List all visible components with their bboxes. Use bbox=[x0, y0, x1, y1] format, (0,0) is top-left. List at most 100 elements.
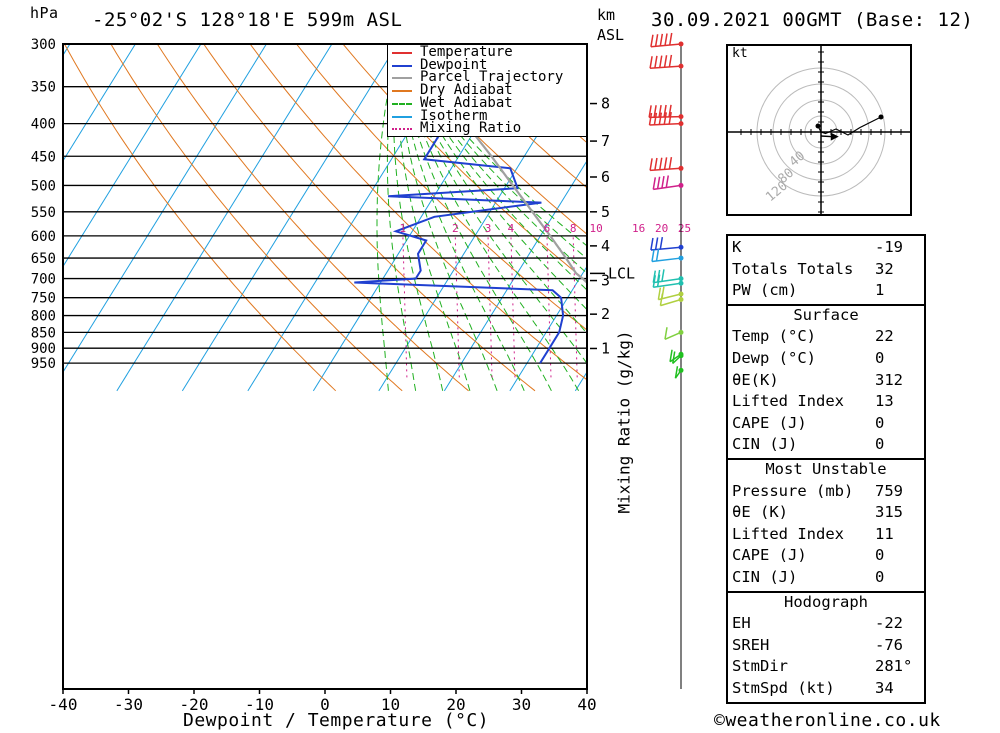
index-label: CAPE (J) bbox=[732, 413, 807, 432]
x-tick-label: -40 bbox=[49, 695, 78, 714]
wind-barb bbox=[652, 175, 684, 191]
index-value: 315 bbox=[875, 503, 903, 522]
mixing-ratio-line bbox=[402, 235, 408, 378]
pressure-tick-label: 900 bbox=[31, 341, 56, 357]
legend-swatch bbox=[392, 90, 412, 93]
index-value: 34 bbox=[875, 679, 894, 697]
wind-barb bbox=[659, 293, 684, 307]
km-label: km bbox=[597, 6, 616, 24]
legend-item: Isotherm bbox=[392, 107, 582, 124]
wind-barb-shaft bbox=[664, 331, 682, 340]
hodograph-unit-label: kt bbox=[732, 46, 748, 61]
copyright-symbol: © bbox=[714, 710, 726, 731]
most-unstable-section-title: Most Unstable bbox=[765, 460, 887, 478]
index-label: StmSpd (kt) bbox=[732, 679, 835, 697]
hodograph-panel: 40 80 120 kt bbox=[726, 44, 912, 216]
dry-adiabat-line bbox=[156, 44, 469, 392]
isotherm-line bbox=[63, 44, 267, 374]
wind-barb-feather bbox=[653, 112, 658, 125]
wind-barb-feather bbox=[648, 112, 653, 126]
index-value: -22 bbox=[875, 614, 903, 633]
index-label: CAPE (J) bbox=[732, 546, 807, 565]
legend-swatch bbox=[392, 102, 412, 105]
index-row: CAPE (J) 0 bbox=[732, 414, 920, 435]
wind-barb-feather bbox=[653, 105, 657, 118]
legend-label: Dry Adiabat bbox=[420, 82, 513, 99]
wind-barb-feather bbox=[658, 104, 662, 118]
wind-barb-feather bbox=[652, 177, 657, 190]
index-value: 13 bbox=[875, 392, 894, 411]
wet-adiabat-line bbox=[386, 44, 417, 391]
index-value: -76 bbox=[875, 635, 903, 654]
index-row: θE(K) 312 bbox=[732, 371, 920, 392]
wind-barb-feather bbox=[663, 112, 667, 125]
dry-adiabat-line bbox=[295, 44, 587, 331]
legend-item: Parcel Trajectory bbox=[392, 69, 582, 86]
x-tick-label: -10 bbox=[245, 695, 274, 714]
chart-legend: Temperature Dewpoint Parcel Trajectory Dry … bbox=[387, 44, 587, 137]
index-row: CAPE (J) 0 bbox=[732, 546, 920, 567]
wind-barb-feather bbox=[654, 157, 658, 171]
wind-barb-feather bbox=[654, 237, 659, 250]
wind-barb bbox=[651, 248, 684, 263]
legend-item: Temperature bbox=[392, 44, 582, 60]
wind-barb bbox=[649, 156, 684, 172]
index-row: Pressure (mb) 759 bbox=[732, 482, 920, 503]
index-row: SREH -76 bbox=[732, 636, 920, 657]
index-value: -19 bbox=[875, 238, 903, 256]
wind-barb-feather bbox=[665, 175, 670, 188]
mixing-ratio-line bbox=[572, 235, 578, 378]
index-label: CIN (J) bbox=[732, 435, 798, 454]
legend-swatch bbox=[392, 52, 412, 54]
mixing-ratio-label: 3 bbox=[485, 222, 492, 235]
mixing-ratio-label: 20 bbox=[655, 222, 668, 235]
footer-credit: ©weatheronline.co.uk bbox=[714, 710, 941, 731]
dry-adiabat-line bbox=[110, 44, 403, 392]
wind-barb bbox=[664, 327, 684, 340]
mixing-ratio-label: 4 bbox=[508, 222, 515, 235]
index-row: Lifted Index 13 bbox=[732, 392, 920, 413]
index-row: EH -22 bbox=[732, 614, 920, 635]
wind-barb bbox=[648, 104, 684, 120]
legend-label: Parcel Trajectory bbox=[420, 69, 564, 86]
wind-barb-shaft bbox=[672, 355, 682, 365]
km-tick-label: 6 bbox=[601, 168, 610, 186]
mixing-ratio-line bbox=[662, 236, 666, 377]
legend-item: Dry Adiabat bbox=[392, 82, 582, 99]
x-tick-label: -30 bbox=[114, 695, 143, 714]
wind-barb-feather bbox=[656, 269, 661, 283]
isotherm-line bbox=[0, 25, 16, 391]
legend-label: Temperature bbox=[420, 44, 513, 60]
legend-label: Isotherm bbox=[420, 107, 488, 124]
wind-barb-feather bbox=[668, 54, 673, 68]
panel-separator bbox=[728, 303, 924, 306]
wind-barb-feather bbox=[658, 112, 663, 125]
wind-barb-feather bbox=[663, 157, 668, 170]
legend-label: Mixing Ratio bbox=[420, 120, 522, 137]
indices-panel: K -19 Totals Totals 32 PW (cm) 1 Surface Temp (… bbox=[726, 234, 926, 704]
wind-barb-feather bbox=[669, 349, 673, 362]
wind-barb-feather bbox=[649, 158, 653, 171]
hodograph-trace bbox=[817, 116, 882, 136]
wind-barb-feather bbox=[648, 105, 652, 118]
index-label: StmDir bbox=[732, 657, 788, 676]
mixing-ratio-line bbox=[487, 235, 493, 378]
wind-barb-feather bbox=[659, 55, 663, 68]
km-tick-label: 4 bbox=[601, 237, 610, 255]
wet-adiabat-line bbox=[396, 44, 587, 365]
index-value: 312 bbox=[875, 370, 903, 389]
panel-separator bbox=[728, 590, 924, 593]
parcel-trajectory-line bbox=[396, 44, 587, 285]
wind-barb bbox=[652, 274, 684, 289]
wind-barb-feather bbox=[649, 56, 653, 69]
mixing-ratio-label: 6 bbox=[544, 222, 551, 235]
wind-barb-feather bbox=[661, 176, 665, 189]
location-title: -25°02'S 128°18'E 599m ASL bbox=[92, 9, 403, 31]
wind-barb-feather bbox=[652, 275, 657, 288]
km-tick-label: 1 bbox=[601, 339, 610, 357]
km-tick-label: 7 bbox=[601, 132, 610, 150]
x-tick-label: 20 bbox=[446, 695, 465, 714]
index-value: 0 bbox=[875, 349, 885, 367]
mixing-ratio-label: 2 bbox=[452, 222, 459, 235]
isotherm-line bbox=[116, 44, 333, 392]
